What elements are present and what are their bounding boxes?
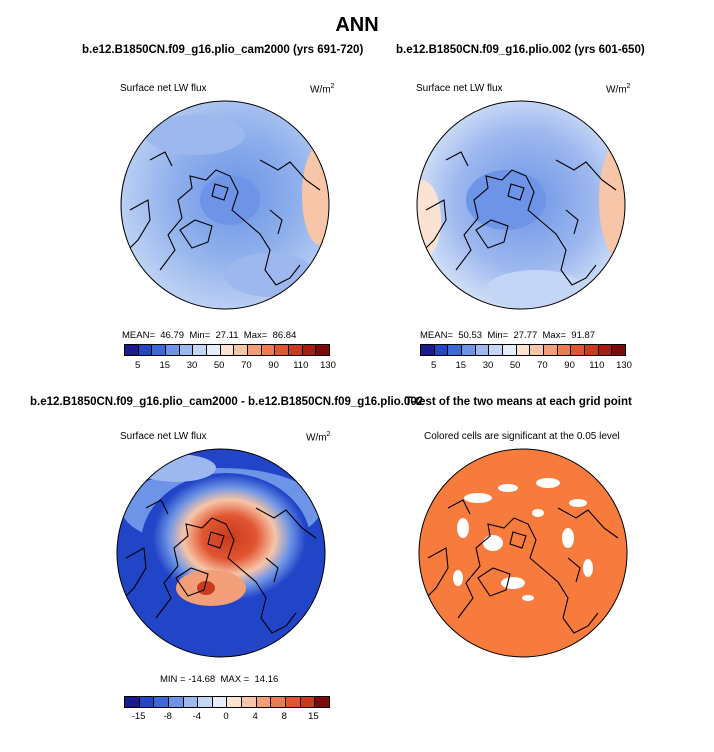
panel2-title: b.e12.B1850CN.f09_g16.plio.002 (yrs 601-… — [396, 44, 645, 56]
colorbar-tick-label: 130 — [616, 360, 632, 371]
panel4-note: Colored cells are significant at the 0.0… — [424, 431, 620, 442]
colorbar-swatch — [271, 697, 287, 707]
colorbar-swatch — [256, 697, 272, 707]
panel3-units: W/m2 — [306, 431, 331, 444]
colorbar-swatch — [530, 345, 545, 355]
panel3-variable-label: Surface net LW flux — [120, 431, 207, 442]
colorbar-swatch — [598, 345, 613, 355]
colorbar-swatch — [242, 697, 257, 707]
panel3-polar-map — [116, 448, 326, 658]
colorbar-swatch — [475, 345, 490, 355]
colorbar-swatch — [544, 345, 558, 355]
colorbar-swatch — [193, 345, 208, 355]
panel2-stats: MEAN= 50.53 Min= 27.77 Max= 91.87 — [420, 330, 596, 341]
colorbar-tick-label: 5 — [430, 360, 437, 371]
colorbar-tick-label: -4 — [192, 711, 202, 722]
colorbar-tick-label: 5 — [134, 360, 141, 371]
panel2-polar-map — [416, 100, 626, 310]
panel2-colorbar-labels: 5 15 30 50 70 90 110 130 — [420, 360, 632, 372]
panel1-polar-map — [120, 100, 330, 310]
colorbar-tick-label: 30 — [186, 360, 198, 371]
colorbar-swatch — [421, 345, 435, 355]
colorbar-tick-label: 110 — [589, 360, 605, 371]
colorbar-swatch — [248, 345, 262, 355]
colorbar-tick-label: -15 — [131, 711, 146, 722]
colorbar-tick-label: 130 — [320, 360, 336, 371]
colorbar-swatch — [612, 345, 626, 355]
colorbar-swatch — [227, 697, 243, 707]
colorbar-swatch — [448, 345, 463, 355]
colorbar-tick-label: 70 — [241, 360, 252, 371]
panel2-colorbar — [420, 344, 626, 356]
colorbar-swatch — [275, 345, 290, 355]
panel3-stats: MIN = -14.68 MAX = 14.16 — [160, 674, 279, 685]
panel1-units: W/m2 — [310, 83, 335, 96]
panel4-title: T-test of the two means at each grid poi… — [405, 396, 632, 408]
colorbar-swatch — [434, 345, 449, 355]
colorbar-swatch — [138, 345, 153, 355]
colorbar-swatch — [585, 345, 599, 355]
colorbar-swatch — [261, 345, 276, 355]
panel2-units: W/m2 — [606, 83, 631, 96]
colorbar-swatch — [139, 697, 155, 707]
panel1-colorbar-labels: 5 15 30 50 70 90 110 130 — [124, 360, 336, 372]
colorbar-swatch — [183, 697, 199, 707]
colorbar-swatch — [220, 345, 235, 355]
colorbar-tick-label: 4 — [252, 711, 258, 722]
colorbar-swatch — [152, 345, 167, 355]
colorbar-swatch — [154, 697, 169, 707]
colorbar-swatch — [207, 345, 221, 355]
colorbar-swatch — [516, 345, 531, 355]
colorbar-swatch — [166, 345, 180, 355]
colorbar-tick-label: 8 — [281, 711, 287, 722]
panel4-significance-map — [418, 448, 628, 658]
panel3-colorbar-labels: -15 -8 -4 0 4 8 15 — [124, 711, 328, 723]
colorbar-swatch — [315, 697, 329, 707]
colorbar-swatch — [198, 697, 213, 707]
colorbar-tick-label: 15 — [455, 360, 467, 371]
panel1-colorbar — [124, 344, 330, 356]
panel3-title: b.e12.B1850CN.f09_g16.plio_cam2000 - b.e… — [30, 396, 424, 408]
panel1-stats: MEAN= 46.79 Min= 27.11 Max= 86.84 — [122, 330, 297, 341]
colorbar-tick-label: 70 — [537, 360, 548, 371]
colorbar-swatch — [286, 697, 301, 707]
colorbar-swatch — [571, 345, 586, 355]
colorbar-swatch — [316, 345, 330, 355]
panel2-variable-label: Surface net LW flux — [416, 83, 503, 94]
panel1-title: b.e12.B1850CN.f09_g16.plio_cam2000 (yrs … — [82, 44, 364, 56]
colorbar-tick-label: 90 — [268, 360, 279, 371]
colorbar-swatch — [300, 697, 316, 707]
colorbar-swatch — [489, 345, 504, 355]
colorbar-tick-label: 50 — [509, 360, 521, 371]
colorbar-swatch — [125, 697, 140, 707]
figure-title: ANN — [335, 14, 379, 36]
colorbar-tick-label: -8 — [163, 711, 172, 722]
colorbar-swatch — [234, 345, 249, 355]
colorbar-tick-label: 30 — [482, 360, 494, 371]
colorbar-swatch — [125, 345, 139, 355]
colorbar-tick-label: 15 — [159, 360, 171, 371]
colorbar-tick-label: 50 — [213, 360, 225, 371]
colorbar-swatch — [462, 345, 476, 355]
panel3-colorbar — [124, 696, 330, 708]
colorbar-tick-label: 15 — [308, 711, 319, 722]
colorbar-swatch — [212, 697, 228, 707]
colorbar-swatch — [168, 697, 184, 707]
colorbar-tick-label: 90 — [564, 360, 575, 371]
colorbar-tick-label: 110 — [293, 360, 309, 371]
colorbar-swatch — [557, 345, 572, 355]
colorbar-swatch — [302, 345, 317, 355]
colorbar-tick-label: 0 — [223, 711, 229, 722]
colorbar-swatch — [179, 345, 194, 355]
colorbar-swatch — [289, 345, 303, 355]
colorbar-swatch — [503, 345, 517, 355]
panel1-variable-label: Surface net LW flux — [120, 83, 207, 94]
